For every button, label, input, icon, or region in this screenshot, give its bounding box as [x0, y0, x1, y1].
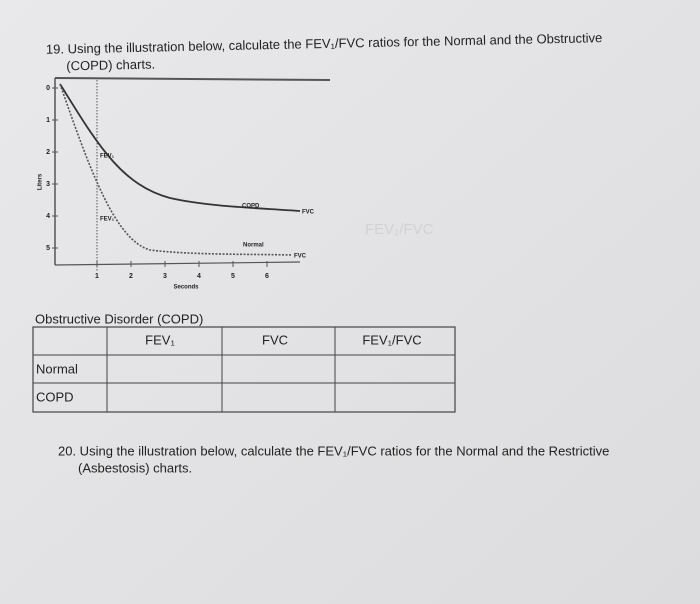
normal-label: Normal: [243, 243, 264, 249]
row-label: COPD: [36, 389, 74, 404]
fev1-label: FEV₁: [100, 217, 115, 223]
x-tick-label: 4: [197, 273, 201, 280]
question-20: 20. Using the illustration below, calcul…: [58, 443, 609, 475]
table-header: FEV₁: [145, 332, 175, 347]
table-block: Obstructive Disorder (COPD) FEV₁ FVC FEV…: [32, 311, 456, 413]
x-label: Seconds: [173, 285, 199, 291]
normal-curve: [59, 83, 293, 256]
fev1-label: FEV₁: [100, 154, 115, 160]
y-tick-label: 2: [46, 149, 50, 156]
y-tick-label: 1: [46, 117, 50, 124]
x-tick-label: 2: [129, 273, 133, 280]
row-label: Normal: [36, 361, 78, 376]
fvc-label: FVC: [302, 210, 315, 216]
table-caption: Obstructive Disorder (COPD): [35, 311, 203, 326]
x-tick-label: 3: [163, 273, 167, 280]
x-axis: [54, 261, 301, 266]
table-header: FVC: [262, 332, 288, 347]
table-header: FEV₁/FVC: [362, 332, 421, 347]
x-tick-label: 1: [95, 273, 99, 280]
figure: Liters Seconds FEV₁ FEV₁ COPD Normal FVC…: [38, 77, 331, 291]
table-border: [32, 326, 456, 413]
copd-label: COPD: [242, 204, 260, 210]
question-text: (Asbestosis) charts.: [78, 460, 192, 475]
bleed-through: FEV₁/FVC: [365, 221, 434, 238]
y-label: Liters: [38, 173, 44, 190]
top-axis: [54, 77, 331, 81]
question-text: 20. Using the illustration below, calcul…: [58, 443, 609, 458]
y-tick-label: 3: [46, 181, 50, 188]
y-tick-label: 5: [46, 245, 50, 252]
question-text: (COPD) charts.: [66, 57, 155, 74]
copd-curve: [59, 83, 301, 212]
x-tick-label: 5: [231, 273, 235, 280]
x-tick-label: 6: [265, 273, 269, 280]
fvc-label: FVC: [294, 254, 307, 260]
y-tick-label: 4: [46, 213, 50, 220]
y-tick-label: 0: [46, 85, 50, 92]
